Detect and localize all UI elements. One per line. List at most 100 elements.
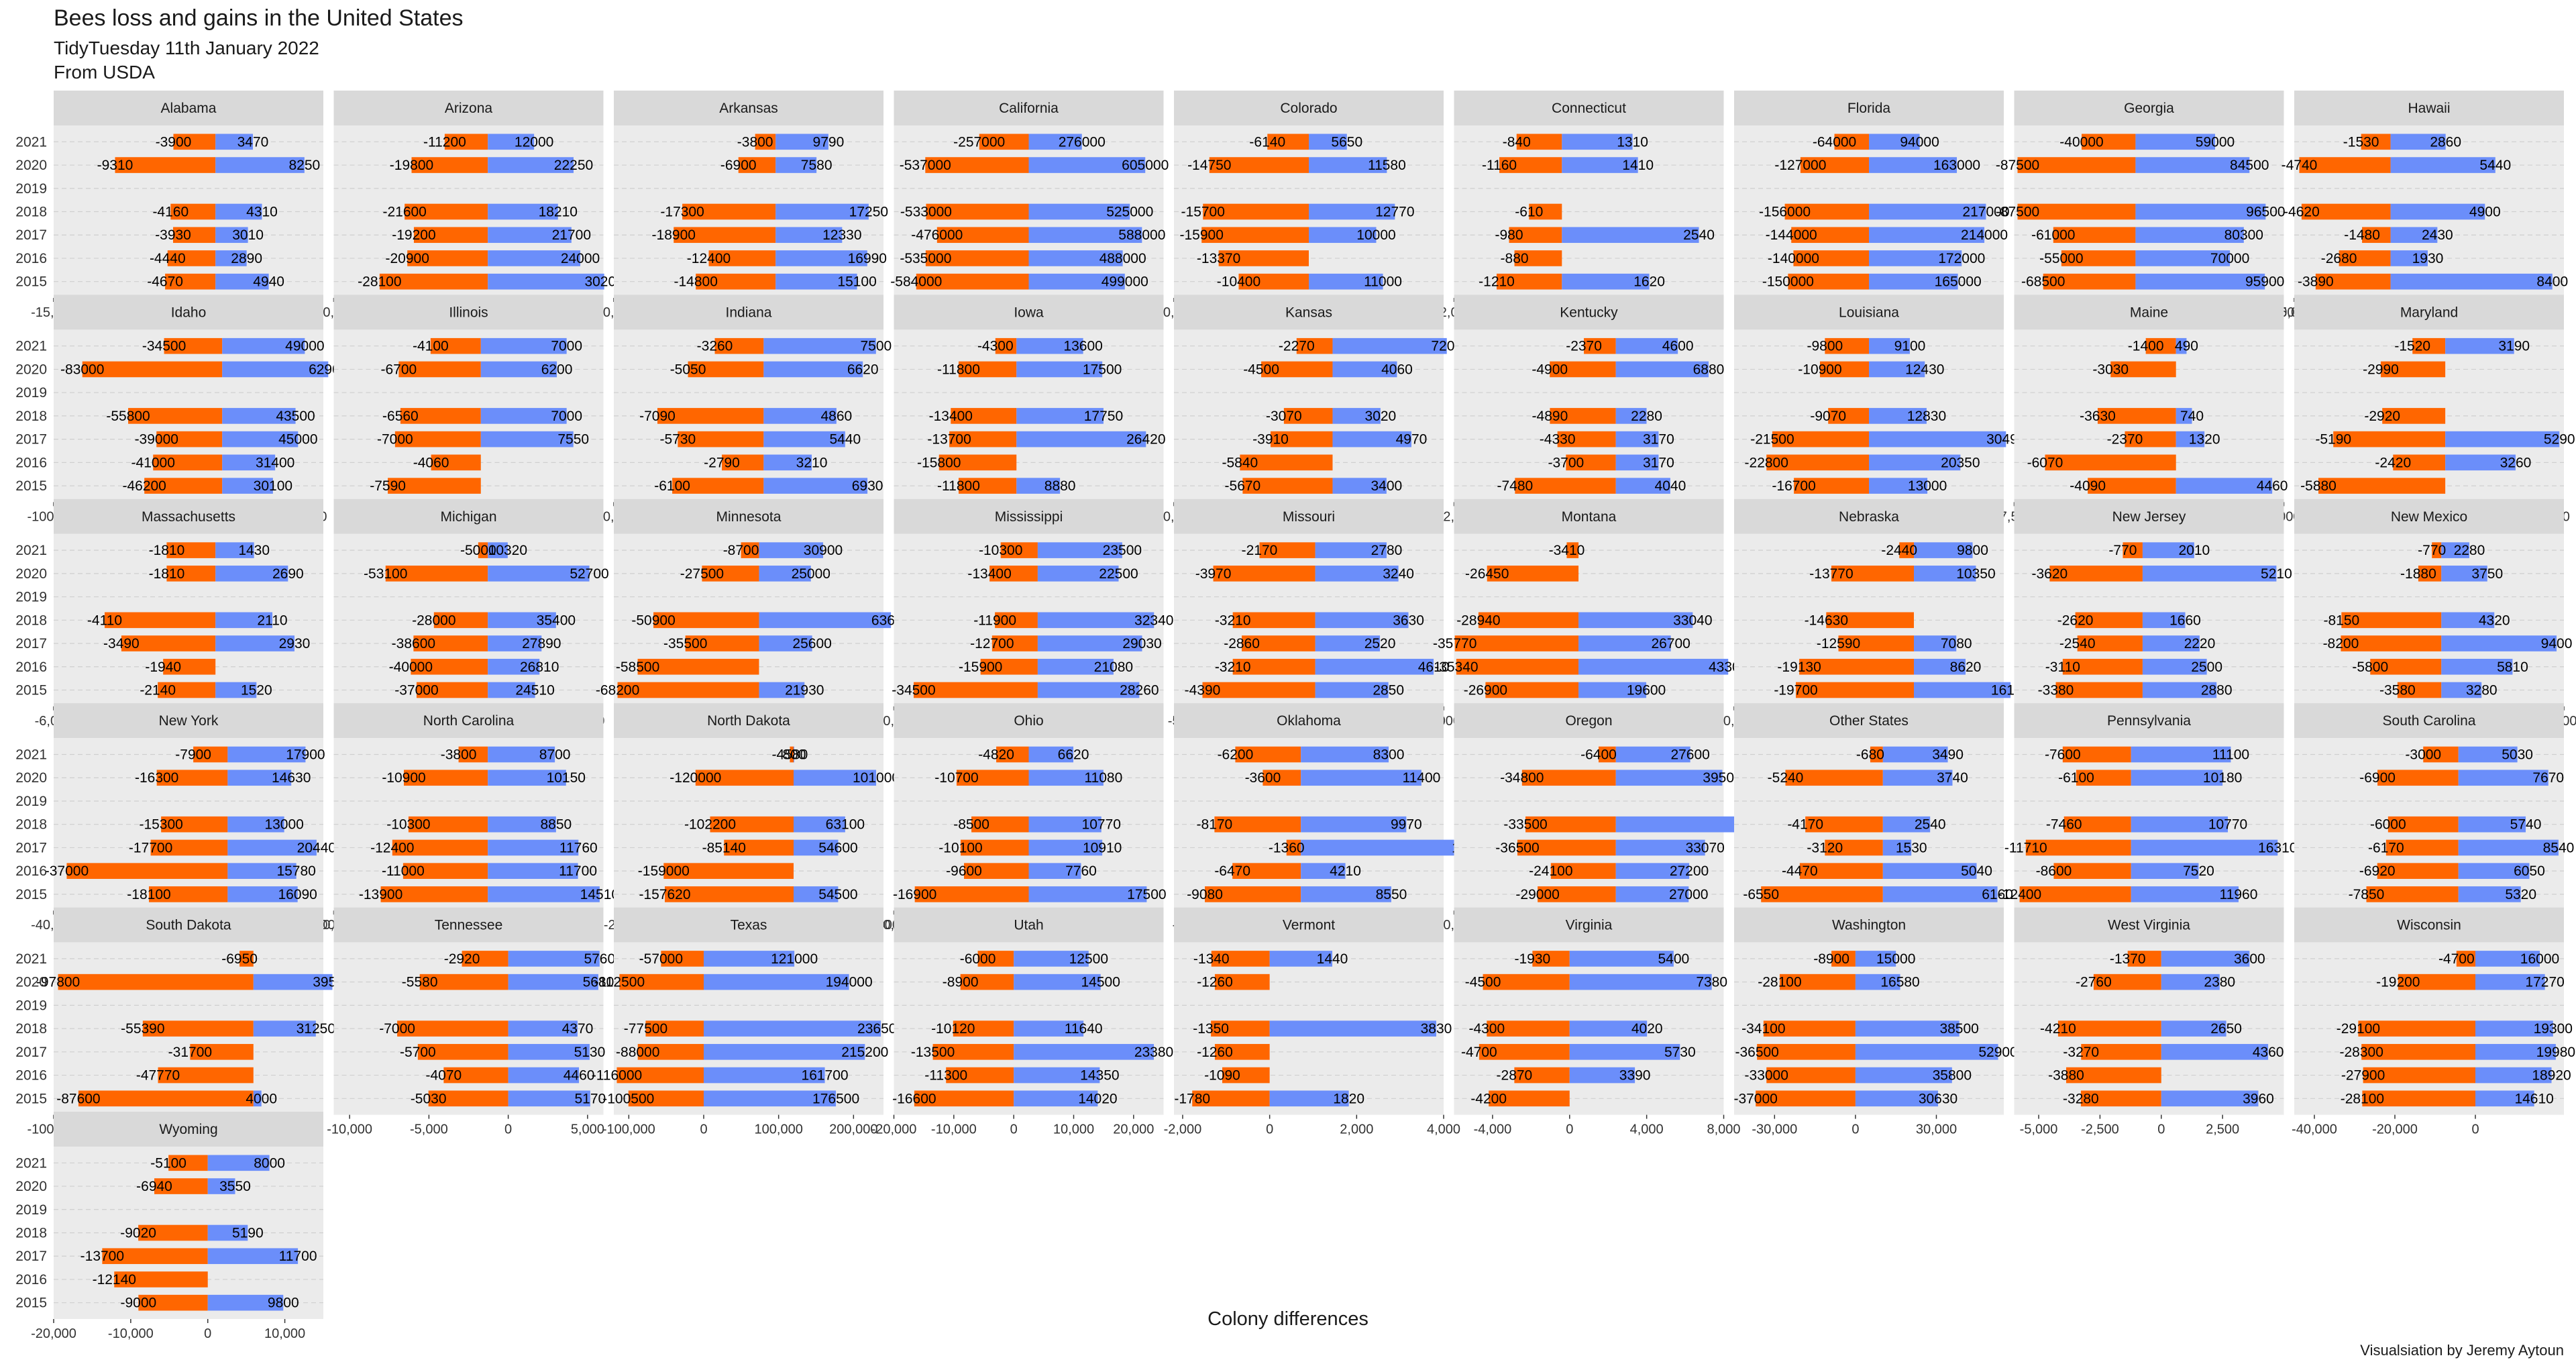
gain-value-label: 12500 — [1069, 951, 1108, 967]
gain-value-label: 27890 — [522, 636, 561, 651]
loss-bar — [1271, 431, 1333, 448]
gain-bar — [2135, 203, 2266, 220]
loss-bar — [431, 454, 481, 471]
loss-value-label: -7090 — [639, 409, 676, 424]
loss-bar — [166, 566, 216, 582]
gain-value-label: 488000 — [1099, 251, 1146, 266]
strip-label: New York — [159, 713, 219, 729]
strip-tennessee — [333, 907, 604, 943]
gain-value-label: 3960 — [2243, 1091, 2274, 1106]
gain-value-label: 19980 — [2536, 1045, 2575, 1060]
strip-label: Kansas — [1285, 305, 1332, 320]
gain-value-label: 3600 — [2234, 951, 2265, 967]
gain-bar — [1014, 974, 1101, 990]
gain-value-label: 17750 — [1084, 409, 1123, 424]
gain-value-label: 4060 — [1381, 362, 1413, 377]
strip-south-dakota — [54, 907, 323, 943]
gain-value-label: 4610 — [1418, 660, 1450, 675]
gain-value-label: 7760 — [1065, 863, 1097, 879]
loss-bar — [2382, 408, 2446, 424]
gain-bar — [2131, 886, 2239, 902]
loss-bar — [1235, 746, 1301, 763]
loss-value-label: -24100 — [1529, 863, 1572, 879]
gain-value-label: 54600 — [818, 840, 857, 855]
loss-value-label: -9310 — [97, 158, 133, 173]
loss-bar — [2065, 1067, 2161, 1084]
loss-bar — [392, 839, 488, 856]
x-tick-label: -40,000 — [2292, 1122, 2337, 1137]
gain-bar — [1615, 746, 1690, 763]
gain-value-label: 3750 — [2471, 566, 2503, 582]
panel-wisconsin: Wisconsin -4700 16000 -19200 17270 -29100 1930… — [2292, 907, 2575, 1137]
loss-bar — [413, 227, 488, 244]
loss-bar — [1214, 1044, 1270, 1060]
gain-value-label: 740 — [2180, 409, 2204, 424]
strip-label: Idaho — [171, 305, 207, 320]
strip-ohio — [894, 703, 1164, 739]
gain-value-label: 10320 — [488, 543, 527, 558]
loss-value-label: -13500 — [911, 1045, 955, 1060]
loss-value-label: -11200 — [423, 134, 466, 150]
loss-value-label: -13900 — [359, 887, 402, 902]
gain-bar — [1914, 542, 1973, 558]
gain-value-label: 11960 — [2220, 887, 2258, 902]
panel-nebraska: Nebraska -2440 9800 -13770 10350 -14630 -12590… — [1711, 498, 2030, 729]
loss-value-label: -4500 — [1465, 975, 1501, 990]
loss-value-label: -7600 — [2045, 747, 2081, 763]
gain-bar — [1562, 227, 1699, 244]
gain-value-label: 14610 — [2514, 1091, 2553, 1106]
strip-label: Indiana — [726, 305, 772, 320]
gain-value-label: 2650 — [2210, 1021, 2242, 1037]
loss-value-label: -3630 — [2080, 409, 2116, 424]
gain-value-label: 6200 — [541, 362, 573, 377]
loss-bar — [925, 157, 1029, 173]
loss-bar — [1825, 839, 1883, 856]
loss-value-label: -20900 — [385, 251, 429, 266]
gain-bar — [215, 612, 273, 629]
loss-value-label: -1210 — [1479, 274, 1515, 290]
loss-value-label: -159000 — [638, 863, 690, 879]
loss-bar — [2127, 951, 2161, 967]
strip-label: Ohio — [1014, 713, 1043, 729]
gain-bar — [775, 203, 869, 220]
loss-bar — [1899, 542, 1914, 558]
gain-value-label: 10910 — [1083, 840, 1122, 855]
gain-value-label: 4970 — [1396, 432, 1428, 448]
gain-bar — [704, 951, 795, 967]
gain-bar — [775, 250, 867, 266]
gain-value-label: 4940 — [253, 274, 284, 290]
loss-value-label: -53100 — [364, 566, 407, 582]
loss-value-label: -150000 — [1762, 274, 1814, 290]
loss-value-label: -28100 — [2341, 1091, 2384, 1106]
gain-bar — [2390, 134, 2446, 150]
loss-value-label: -4700 — [2438, 951, 2475, 967]
loss-bar — [2397, 682, 2442, 698]
gain-value-label: 5170 — [575, 1091, 606, 1106]
year-tick-label: 2015 — [15, 274, 47, 290]
loss-bar — [1793, 250, 1869, 266]
gain-value-label: 3260 — [2500, 455, 2532, 470]
strip-label: North Carolina — [423, 713, 515, 729]
loss-bar — [404, 770, 488, 786]
gain-bar — [508, 1020, 578, 1037]
loss-value-label: -1480 — [2344, 227, 2380, 243]
gain-bar — [2131, 863, 2199, 879]
gain-value-label: 4210 — [1330, 863, 1361, 879]
loss-value-label: -476000 — [911, 227, 963, 243]
gain-bar — [759, 566, 811, 582]
panel-south-dakota: South Dakota-6950-97800 39520-55390 31250-… — [28, 907, 352, 1137]
gain-bar — [2135, 157, 2250, 173]
year-tick-label: 2016 — [15, 1272, 47, 1288]
gain-value-label: 18210 — [539, 205, 578, 220]
loss-bar — [710, 816, 794, 833]
loss-value-label: -1810 — [149, 543, 185, 558]
gain-value-label: 16090 — [278, 887, 317, 902]
gain-value-label: 276000 — [1059, 134, 1106, 150]
loss-bar — [1456, 658, 1579, 675]
loss-bar — [932, 1044, 1014, 1060]
gain-value-label: 3470 — [237, 134, 269, 150]
loss-value-label: -31700 — [168, 1045, 212, 1060]
gain-bar — [1332, 361, 1397, 378]
loss-bar — [239, 951, 254, 967]
gain-bar — [1882, 746, 1948, 763]
